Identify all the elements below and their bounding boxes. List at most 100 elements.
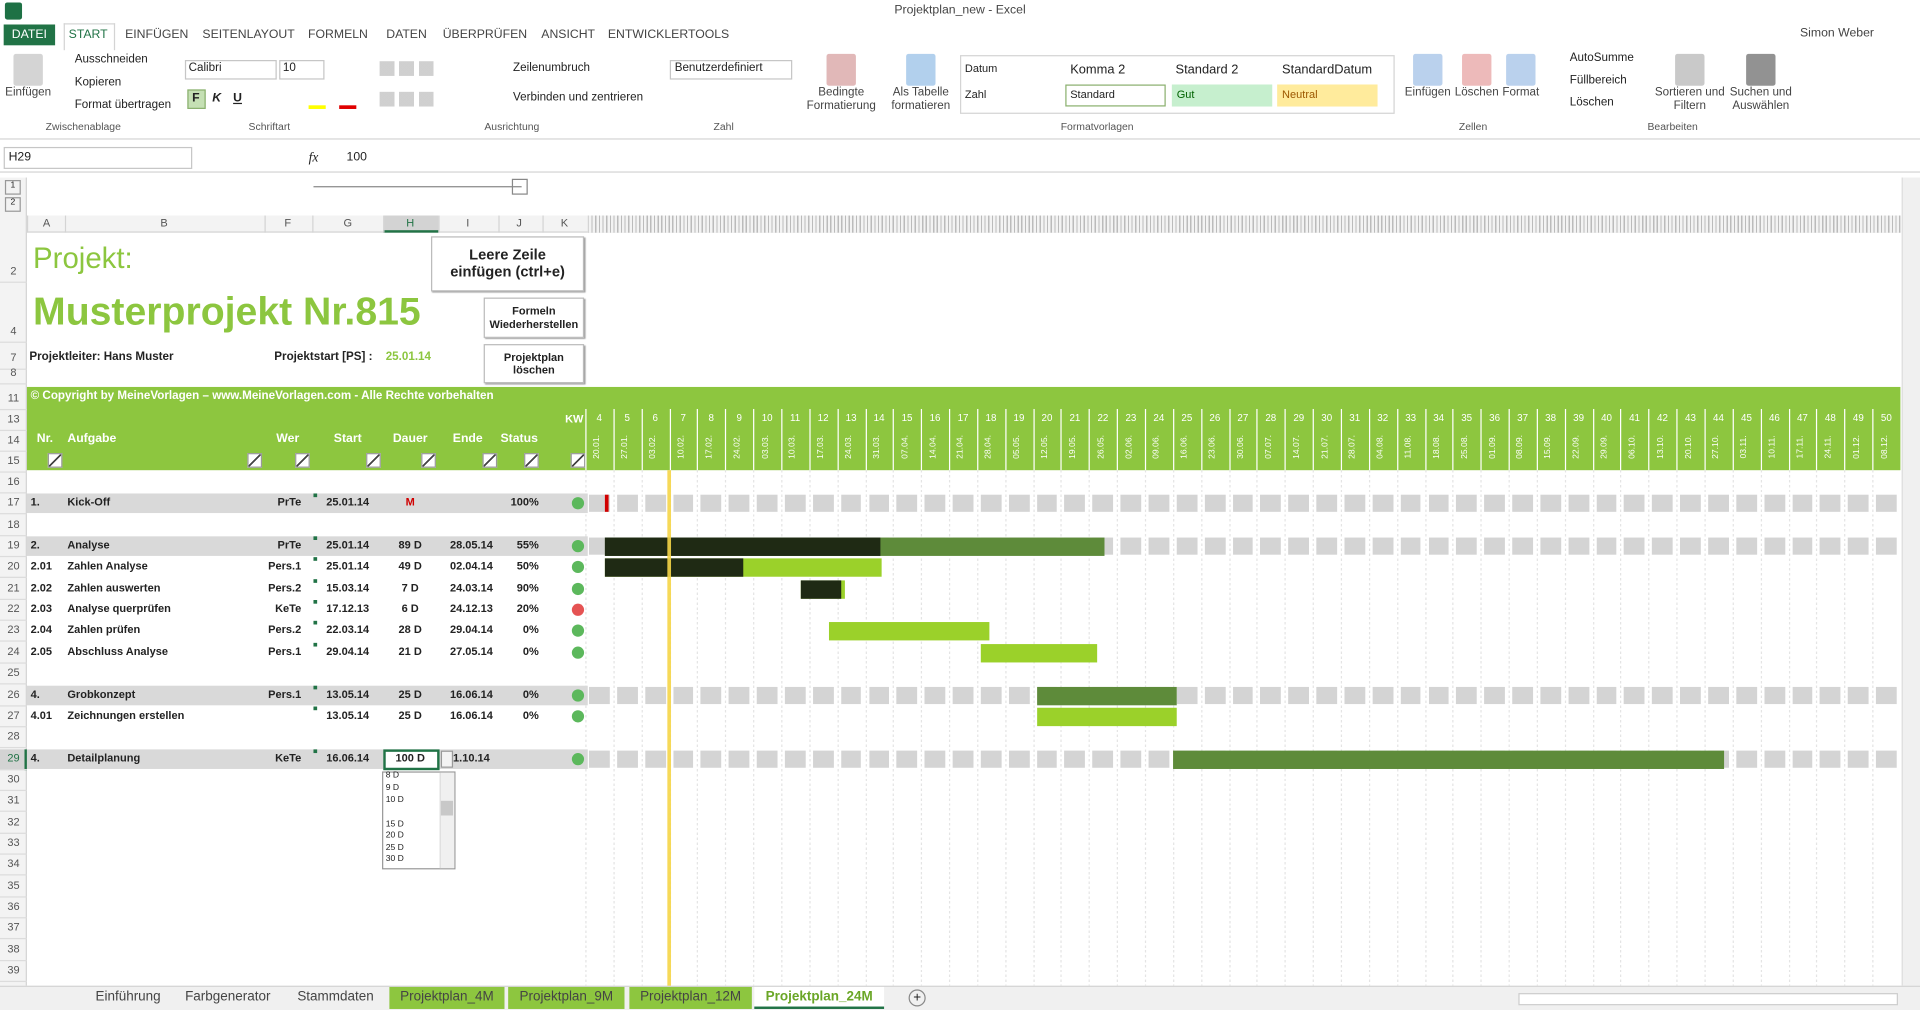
ribbon-button[interactable]: Füllbereich xyxy=(1569,73,1627,87)
macro-button[interactable]: Formeln Wiederherstellen xyxy=(483,297,585,338)
ribbon-button[interactable]: Verbinden und zentrieren xyxy=(513,90,644,105)
week-cell xyxy=(840,750,862,768)
outline-button[interactable] xyxy=(511,178,528,195)
row-header: 29 xyxy=(7,751,20,764)
row-header: 39 xyxy=(7,963,20,976)
horizontal-scrollbar[interactable] xyxy=(1518,993,1898,1006)
dropdown-option[interactable]: 20 D xyxy=(385,831,404,841)
week-separator xyxy=(1508,408,1510,471)
ribbon-button[interactable]: Als Tabelle formatieren xyxy=(891,85,951,113)
ribbon-button[interactable]: Löschen xyxy=(1569,95,1614,109)
sheet-tab[interactable]: Projektplan_9M xyxy=(508,986,625,1009)
row-header: 7 xyxy=(10,351,17,364)
ribbon-button[interactable]: Suchen und Auswählen xyxy=(1729,85,1792,113)
ribbon-button[interactable]: Kopieren xyxy=(74,75,122,90)
dropdown-option[interactable]: 10 D xyxy=(385,795,404,805)
week-gridline xyxy=(781,470,783,986)
macro-button[interactable]: Projektplan löschen xyxy=(483,344,585,384)
sheet-tab[interactable]: Projektplan_24M xyxy=(754,986,885,1009)
ribbon-button[interactable]: Format xyxy=(1502,85,1540,100)
italic-button[interactable]: K xyxy=(212,91,222,106)
vertical-scrollbar[interactable] xyxy=(1901,177,1920,986)
week-number: 16 xyxy=(929,412,941,424)
ribbon-tab[interactable]: ÜBERPRÜFEN xyxy=(442,28,528,42)
outline-level[interactable]: 2 xyxy=(4,197,21,212)
outline-level[interactable]: 1 xyxy=(4,180,21,195)
row-separator xyxy=(0,725,27,728)
week-gridline xyxy=(1508,470,1510,986)
ribbon-tab[interactable]: START xyxy=(68,28,108,42)
dropdown-option[interactable]: 15 D xyxy=(385,820,404,829)
dropdown-option[interactable]: 9 D xyxy=(385,783,400,793)
today-line xyxy=(667,470,672,986)
cell-style[interactable]: Standard xyxy=(1070,88,1115,101)
filter-button xyxy=(366,453,381,468)
macro-button[interactable]: Leere Zeile einfügen (ctrl+e) xyxy=(431,236,585,292)
cell-style[interactable]: Komma 2 xyxy=(1070,62,1126,78)
ribbon-icon xyxy=(906,53,936,86)
cell-style[interactable]: StandardDatum xyxy=(1282,62,1373,78)
ribbon-button[interactable]: Bedingte Formatierung xyxy=(806,85,876,113)
ribbon-button[interactable]: Ausschneiden xyxy=(74,52,148,67)
number-format[interactable]: Benutzerdefiniert xyxy=(674,61,763,75)
dropdown-option[interactable]: 30 D xyxy=(385,854,404,864)
ribbon-button[interactable]: Format übertragen xyxy=(74,97,172,112)
ribbon-tab[interactable]: ANSICHT xyxy=(541,28,596,42)
week-separator xyxy=(641,408,643,471)
cell-style[interactable]: Gut xyxy=(1176,88,1195,101)
sheet-tab[interactable]: Farbgenerator xyxy=(185,989,271,1005)
cell-style[interactable]: Zahl xyxy=(964,88,987,101)
font-name[interactable]: Calibri xyxy=(188,61,222,75)
week-cell xyxy=(1484,686,1505,704)
week-separator xyxy=(1284,408,1287,471)
ribbon-tab[interactable]: SEITENLAYOUT xyxy=(202,28,295,42)
week-cell xyxy=(644,495,666,513)
ribbon-button[interactable]: Zeilenumbruch xyxy=(513,61,591,75)
week-gridline xyxy=(1144,470,1147,986)
week-date: 05.05. xyxy=(1012,435,1022,459)
ribbon-button[interactable]: Einfügen xyxy=(1404,85,1451,100)
ribbon-button[interactable]: AutoSumme xyxy=(1569,51,1634,65)
add-sheet-button[interactable]: + xyxy=(908,989,926,1007)
dropdown-option[interactable]: 25 D xyxy=(385,843,404,853)
dropdown-option[interactable]: 8 D xyxy=(385,771,400,781)
gantt-bar xyxy=(1036,686,1177,705)
ribbon-button[interactable]: Sortieren und Filtern xyxy=(1654,85,1725,113)
bold-button[interactable]: F xyxy=(192,91,200,106)
cell-style[interactable]: Standard 2 xyxy=(1175,62,1239,78)
week-cell xyxy=(1876,686,1897,704)
ribbon-tab[interactable]: ENTWICKLERTOOLS xyxy=(607,28,730,42)
week-date: 06.10. xyxy=(1628,435,1637,459)
task-owner: Pers.2 xyxy=(268,581,302,594)
ribbon-tab[interactable]: DATEN xyxy=(386,28,427,42)
week-gridline xyxy=(949,470,951,986)
task-start: 25.01.14 xyxy=(326,560,370,573)
week-date: 27.01. xyxy=(621,435,630,459)
ribbon-tab[interactable]: DATEI xyxy=(11,28,47,42)
ribbon-tab[interactable]: FORMELN xyxy=(308,28,368,42)
ribbon-tab[interactable]: EINFÜGEN xyxy=(125,28,189,42)
group-label: Ausrichtung xyxy=(484,120,540,133)
week-gridline xyxy=(1032,470,1035,986)
name-box[interactable] xyxy=(3,146,193,169)
font-size[interactable]: 10 xyxy=(282,61,296,75)
sheet-tab[interactable]: Projektplan_4M xyxy=(389,986,505,1009)
week-gridline xyxy=(1620,470,1622,986)
ribbon-button[interactable]: Einfügen xyxy=(5,85,52,100)
week-cell xyxy=(756,495,778,513)
week-cell xyxy=(616,750,638,768)
cell-style[interactable]: Datum xyxy=(964,62,998,75)
task-name: Kick-Off xyxy=(67,496,111,509)
cell-style[interactable]: Neutral xyxy=(1282,88,1318,101)
week-separator xyxy=(1872,408,1874,471)
sheet-tab[interactable]: Projektplan_12M xyxy=(629,986,752,1009)
task-number: 1. xyxy=(30,496,40,509)
sheet-tab[interactable]: Stammdaten xyxy=(297,989,374,1005)
task-start: 13.05.14 xyxy=(326,708,370,722)
week-date: 24.11. xyxy=(1824,435,1833,459)
week-cell xyxy=(980,495,1002,513)
ribbon-button[interactable]: Löschen xyxy=(1454,85,1499,100)
sheet-tab[interactable]: Einführung xyxy=(95,989,161,1005)
underline-button[interactable]: U xyxy=(233,91,242,106)
fx-button[interactable]: fx xyxy=(308,150,319,166)
